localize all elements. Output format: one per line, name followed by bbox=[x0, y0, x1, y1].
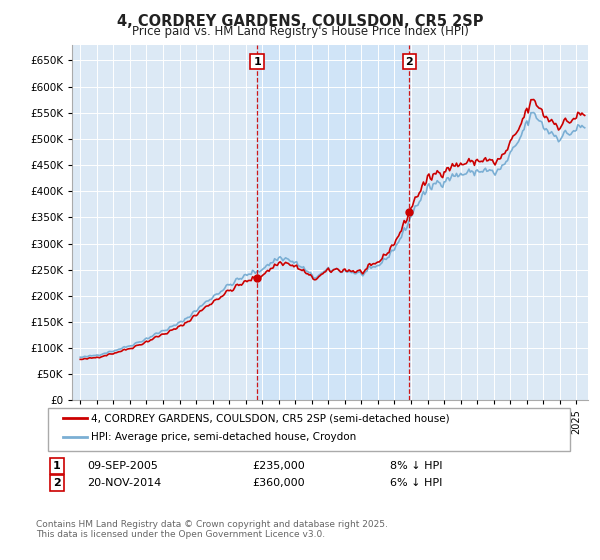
Text: Price paid vs. HM Land Registry's House Price Index (HPI): Price paid vs. HM Land Registry's House … bbox=[131, 25, 469, 38]
Text: £360,000: £360,000 bbox=[252, 478, 305, 488]
Bar bbox=[257, 45, 409, 400]
Text: £235,000: £235,000 bbox=[252, 461, 305, 471]
Text: 2: 2 bbox=[406, 57, 413, 67]
Text: 1: 1 bbox=[53, 461, 61, 471]
Text: 4, CORDREY GARDENS, COULSDON, CR5 2SP (semi-detached house): 4, CORDREY GARDENS, COULSDON, CR5 2SP (s… bbox=[91, 413, 450, 423]
Text: 6% ↓ HPI: 6% ↓ HPI bbox=[390, 478, 442, 488]
Text: 09-SEP-2005: 09-SEP-2005 bbox=[87, 461, 158, 471]
Text: Contains HM Land Registry data © Crown copyright and database right 2025.
This d: Contains HM Land Registry data © Crown c… bbox=[36, 520, 388, 539]
Text: 2: 2 bbox=[53, 478, 61, 488]
Text: HPI: Average price, semi-detached house, Croydon: HPI: Average price, semi-detached house,… bbox=[91, 432, 356, 442]
Text: 1: 1 bbox=[253, 57, 261, 67]
Text: 8% ↓ HPI: 8% ↓ HPI bbox=[390, 461, 443, 471]
Text: 20-NOV-2014: 20-NOV-2014 bbox=[87, 478, 161, 488]
Text: 4, CORDREY GARDENS, COULSDON, CR5 2SP: 4, CORDREY GARDENS, COULSDON, CR5 2SP bbox=[117, 14, 483, 29]
